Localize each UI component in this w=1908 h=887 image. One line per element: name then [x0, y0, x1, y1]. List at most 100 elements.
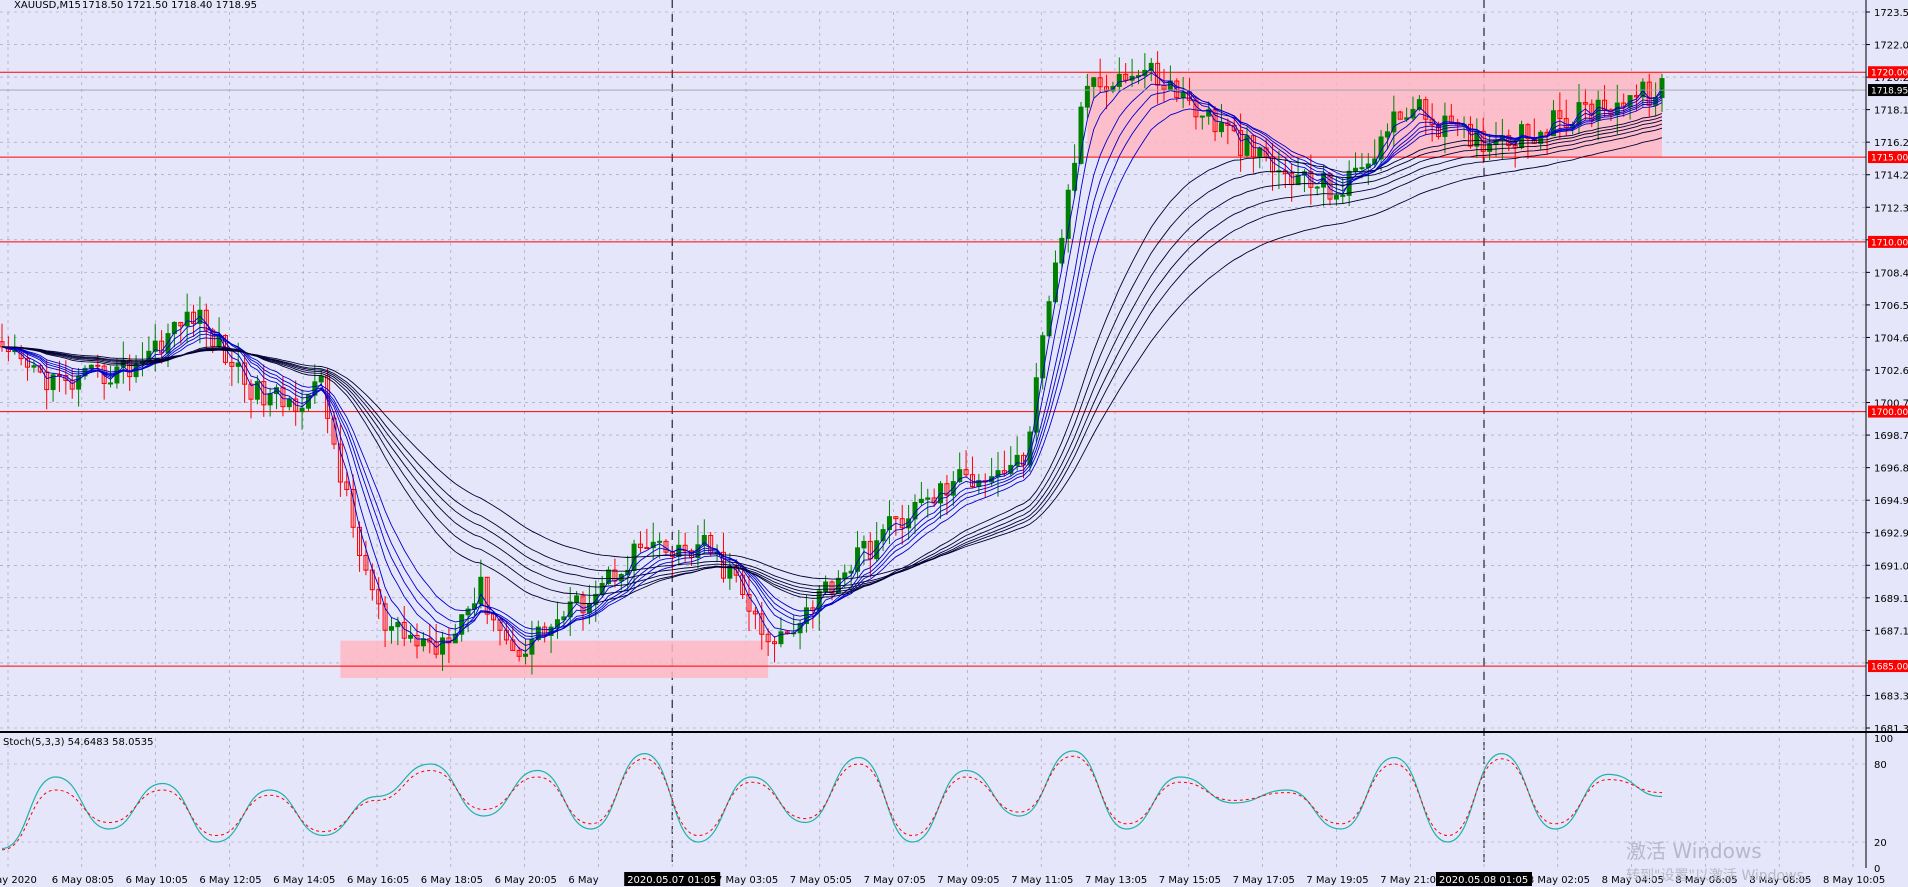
- bull-candle: [606, 569, 612, 584]
- bear-candle: [95, 364, 101, 367]
- bear-candle: [1097, 77, 1103, 88]
- price-level-tag-label: 1715.00: [1871, 154, 1908, 164]
- bear-candle: [1397, 111, 1403, 120]
- time-axis-label: 8 May 02:05: [1528, 875, 1590, 886]
- bull-candle: [1487, 143, 1493, 152]
- bear-candle: [337, 443, 343, 483]
- ohlc-label: 1718.50 1721.50 1718.40 1718.95: [82, 0, 257, 11]
- activation-watermark-hint: 转到"设置"以激活 Windows。: [1626, 867, 1818, 884]
- price-level-tag-label: 1710.00: [1871, 238, 1908, 248]
- bull-candle: [1410, 108, 1416, 119]
- price-tick-label: 1702.65: [1874, 366, 1908, 377]
- price-tick-label: 1698.75: [1874, 431, 1908, 442]
- price-level-tag: [1868, 235, 1908, 248]
- bear-candle: [516, 649, 522, 657]
- time-axis-label: 8 May 10:05: [1823, 875, 1885, 886]
- stochastic-subwindow[interactable]: [0, 738, 1866, 868]
- bear-candle: [261, 381, 267, 406]
- time-axis-label-highlighted: 2020.05.08 01:05: [1439, 875, 1528, 886]
- bear-candle: [931, 497, 937, 504]
- stoch-tick-label: 20: [1874, 838, 1887, 849]
- bull-candle: [823, 581, 829, 592]
- current-price-tag: [1868, 84, 1908, 97]
- price-tick-label: 1714.25: [1874, 171, 1908, 182]
- time-axis-label: 6 May 20:05: [495, 875, 557, 886]
- bull-candle: [1372, 158, 1378, 165]
- bear-candle: [1174, 80, 1180, 99]
- bear-candle: [580, 595, 586, 614]
- time-axis-label: 8 May 04:05: [1602, 875, 1664, 886]
- bull-candle: [420, 638, 426, 647]
- price-tick-label: 1718.15: [1874, 106, 1908, 117]
- bull-candle: [108, 382, 114, 385]
- bear-candle: [159, 340, 165, 354]
- bull-candle: [1359, 167, 1365, 170]
- bull-candle: [925, 497, 931, 500]
- bull-candle: [408, 634, 414, 639]
- bear-candle: [25, 358, 31, 368]
- bear-candle: [1225, 122, 1231, 126]
- price-tick-label: 1694.90: [1874, 496, 1908, 507]
- price-axis: 1723.55 1722.00 1720.20 1718.15 1716.20 1714.…: [1866, 8, 1908, 875]
- time-axis-label: 8 May 06:05: [1675, 875, 1737, 886]
- bear-candle: [1608, 109, 1614, 116]
- ema-line: [1, 137, 1663, 580]
- bear-candle: [382, 603, 388, 631]
- bear-candle: [484, 576, 490, 615]
- price-tick-label: 1720.20: [1874, 73, 1908, 84]
- ema-line: [1, 97, 1663, 635]
- time-label-highlight: [624, 872, 721, 886]
- bull-candle: [1091, 77, 1097, 87]
- bull-candle: [267, 393, 273, 406]
- price-tick-label: 1696.85: [1874, 464, 1908, 475]
- bear-candle: [1525, 124, 1531, 139]
- price-tick-label: 1700.70: [1874, 399, 1908, 410]
- bear-candle: [37, 365, 43, 373]
- stoch-tick-label: 100: [1874, 734, 1893, 745]
- bear-candle: [784, 631, 790, 634]
- bull-candle: [318, 375, 324, 383]
- bear-candle: [203, 309, 209, 331]
- ema-line: [1, 67, 1663, 652]
- bear-candle: [1250, 135, 1256, 158]
- bear-candle: [1582, 102, 1588, 105]
- stoch-signal-line: [1, 755, 1663, 851]
- bull-candle: [1340, 194, 1346, 197]
- ema-line: [1, 102, 1663, 631]
- time-axis-label-highlighted: 2020.05.07 01:05: [627, 875, 716, 886]
- price-tick-label: 1689.10: [1874, 594, 1908, 605]
- bear-candle: [746, 593, 752, 612]
- bull-candle: [88, 364, 94, 369]
- stoch-tick-label: 80: [1874, 760, 1887, 771]
- bull-candle: [1059, 237, 1065, 264]
- bull-candle: [1084, 85, 1090, 108]
- activation-watermark-title: 激活 Windows: [1626, 839, 1762, 863]
- bear-candle: [1021, 454, 1027, 466]
- price-tick-label: 1683.30: [1874, 691, 1908, 702]
- bear-candle: [637, 543, 643, 549]
- time-axis-label: 7 May 17:05: [1233, 875, 1295, 886]
- price-level-tag: [1868, 151, 1908, 164]
- bull-candle: [650, 541, 656, 549]
- time-axis-label: 6 May 16:05: [347, 875, 409, 886]
- price-tick-label: 1704.60: [1874, 333, 1908, 344]
- ema-line: [1, 72, 1663, 646]
- bear-candle: [1512, 144, 1518, 149]
- bull-candle: [1142, 69, 1148, 77]
- price-tick-label: 1681.35: [1874, 724, 1908, 735]
- stoch-tick-label: 0: [1874, 864, 1880, 875]
- bear-candle: [1123, 73, 1129, 81]
- bull-candle: [1384, 131, 1390, 138]
- time-axis-label: 7 May 09:05: [937, 875, 999, 886]
- stochastic-label: Stoch(5,3,3) 54.6483 58.0535: [3, 737, 154, 748]
- bull-candle: [957, 469, 963, 483]
- bull-candle: [440, 637, 446, 655]
- bull-candle: [388, 626, 394, 631]
- bear-candle: [963, 469, 969, 476]
- bull-candle: [1353, 167, 1359, 172]
- time-axis-label: 7 May 19:05: [1306, 875, 1368, 886]
- bull-candle: [523, 653, 529, 657]
- bear-candle: [376, 589, 382, 605]
